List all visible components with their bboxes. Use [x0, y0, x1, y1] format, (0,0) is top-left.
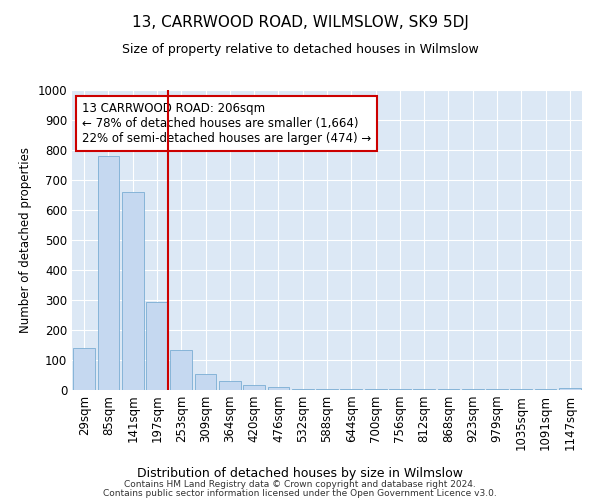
Bar: [73, 348, 95, 390]
Y-axis label: Number of detached properties: Number of detached properties: [19, 147, 32, 333]
Bar: [316, 389, 338, 390]
Bar: [146, 302, 168, 390]
Bar: [219, 381, 241, 390]
Bar: [194, 374, 217, 390]
Bar: [292, 388, 314, 390]
Text: 13 CARRWOOD ROAD: 206sqm
← 78% of detached houses are smaller (1,664)
22% of sem: 13 CARRWOOD ROAD: 206sqm ← 78% of detach…: [82, 102, 371, 145]
Bar: [268, 387, 289, 390]
Bar: [122, 192, 143, 390]
Bar: [559, 388, 581, 390]
Bar: [365, 389, 386, 390]
Bar: [243, 384, 265, 390]
Text: Size of property relative to detached houses in Wilmslow: Size of property relative to detached ho…: [122, 42, 478, 56]
Bar: [389, 389, 411, 390]
Text: Distribution of detached houses by size in Wilmslow: Distribution of detached houses by size …: [137, 467, 463, 480]
Bar: [340, 389, 362, 390]
Bar: [170, 350, 192, 390]
Text: Contains HM Land Registry data © Crown copyright and database right 2024.: Contains HM Land Registry data © Crown c…: [124, 480, 476, 489]
Text: Contains public sector information licensed under the Open Government Licence v3: Contains public sector information licen…: [103, 488, 497, 498]
Bar: [97, 156, 119, 390]
Text: 13, CARRWOOD ROAD, WILMSLOW, SK9 5DJ: 13, CARRWOOD ROAD, WILMSLOW, SK9 5DJ: [131, 15, 469, 30]
